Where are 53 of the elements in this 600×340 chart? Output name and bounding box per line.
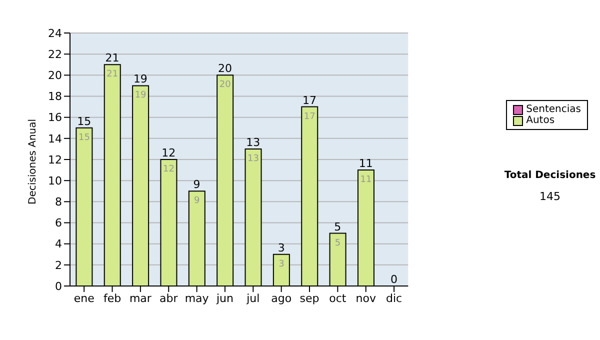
data-label: 5	[334, 238, 341, 248]
x-tick-label: feb	[103, 292, 122, 305]
data-label: 11	[360, 175, 372, 186]
y-tick-label: 10	[48, 174, 62, 188]
y-tick-label: 8	[55, 196, 62, 209]
legend-label: Sentencias	[526, 104, 581, 115]
x-tick-label: dic	[386, 292, 402, 305]
y-tick-label: 6	[55, 216, 62, 230]
text: Total Decisiones	[503, 170, 597, 181]
data-label: 17	[304, 112, 316, 122]
total-label: 21	[105, 52, 120, 65]
total-label: 0	[390, 273, 398, 286]
x-tick-label: sep	[300, 292, 320, 305]
data-label: 13	[248, 154, 259, 164]
x-tick-label: ago	[271, 292, 292, 305]
y-axis-title: Decisiones Anual	[28, 118, 39, 204]
y-tick-label: 2	[55, 258, 62, 272]
y-tick-label: 22	[48, 48, 62, 61]
y-tick-label: 4	[55, 238, 62, 251]
x-tick-label: ene	[74, 292, 95, 305]
x-tick-label: abr	[159, 292, 178, 305]
data-label: 19	[134, 90, 147, 101]
total-label: 5	[334, 220, 342, 234]
x-tick-label: mar	[129, 292, 152, 305]
y-tick-label: 20	[48, 69, 62, 82]
x-tick-label: nov	[356, 292, 376, 305]
data-label: 20	[219, 80, 232, 90]
total-label: 3	[278, 241, 285, 254]
y-tick-label: 12	[48, 153, 62, 166]
total-label: 19	[133, 72, 148, 86]
total-label: 9	[193, 178, 200, 192]
data-label: 15	[78, 132, 90, 143]
x-tick-label: may	[184, 292, 210, 305]
total-label: 15	[77, 114, 92, 128]
y-tick-label: 24	[48, 26, 62, 40]
total-label: 13	[246, 136, 260, 149]
y-tick-label: 0	[55, 280, 62, 293]
data-label: 21	[106, 70, 118, 80]
data-label: 3	[278, 259, 284, 270]
y-tick-label: 16	[48, 111, 62, 124]
total-label: 12	[162, 146, 176, 160]
total-label: 17	[302, 94, 317, 107]
x-tick-label: oct	[329, 292, 347, 305]
legend-label: Autos	[526, 115, 555, 126]
x-tick-label: jul	[246, 292, 260, 305]
total-label: 11	[358, 157, 373, 170]
data-label: 9	[194, 196, 200, 206]
data-label: 12	[163, 164, 174, 174]
text: 145	[538, 190, 562, 203]
x-tick-label: jun	[215, 292, 234, 305]
y-tick-label: 14	[48, 132, 62, 146]
y-tick-label: 18	[48, 90, 62, 104]
total-label: 20	[218, 62, 232, 76]
